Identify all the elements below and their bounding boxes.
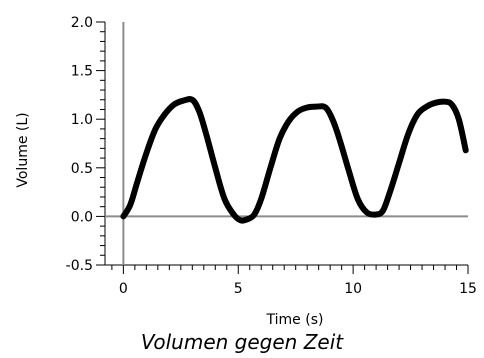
y-tick-label: 0.5 [71,161,93,177]
y-tick-label: 1.5 [71,64,93,80]
y-axis-label: Volume (L) [15,112,31,187]
y-tick-label: 0.0 [71,209,93,225]
x-tick-label: 0 [119,281,128,297]
x-tick-label: 10 [344,281,362,297]
x-tick-label: 5 [234,281,243,297]
x-axis-label: Time (s) [266,312,324,328]
y-tick-label: 1.0 [71,112,93,128]
series-line [120,96,469,224]
y-tick-label: -0.5 [66,258,93,274]
chart-title: Volumen gegen Zeit [140,330,344,354]
axes: -0.5 0.0 0.5 1.0 1.5 2.0 0 5 10 15 [66,15,477,297]
y-tick-label: 2.0 [71,15,93,31]
series [120,96,469,224]
x-tick-label: 15 [459,281,477,297]
